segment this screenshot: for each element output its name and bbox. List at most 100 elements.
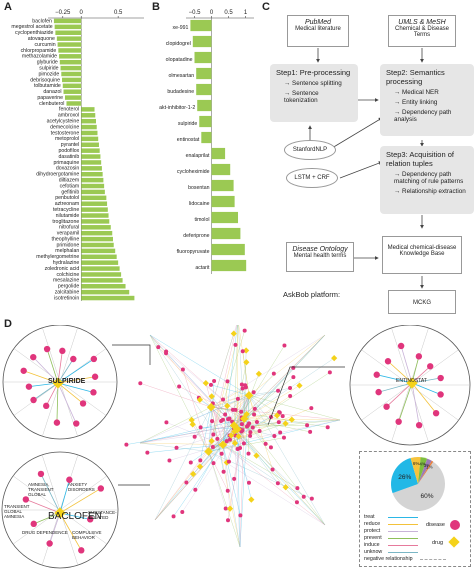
- legend-row: negative relationship: [364, 556, 474, 563]
- category-label: megestrol acetate: [11, 24, 52, 30]
- disease-node: [395, 418, 402, 425]
- disease-node: [46, 540, 53, 547]
- network-edge: [139, 442, 223, 445]
- disease-node: [208, 382, 213, 387]
- network-edge: [248, 390, 279, 396]
- x-tick-label: 0.5: [114, 10, 123, 16]
- pubmed-sub: Medical literature: [295, 26, 341, 32]
- bar: [66, 101, 82, 106]
- network-edge: [222, 444, 326, 526]
- disease-node: [211, 432, 216, 437]
- baclofen-disease-7: COMPULSIVE BEHAVIOR: [72, 530, 102, 540]
- disease-node: [233, 407, 238, 412]
- drug-node: [331, 355, 338, 362]
- bar: [63, 89, 82, 94]
- bar: [81, 171, 103, 177]
- network-edge: [192, 424, 209, 452]
- bar: [81, 278, 123, 283]
- bar: [81, 142, 99, 148]
- category-label: sulpiride: [178, 121, 197, 127]
- category-label: colchicine: [56, 272, 79, 278]
- disease-marker: [450, 520, 460, 530]
- askbob-label: AskBob platform:: [283, 290, 341, 299]
- network-edge: [208, 334, 326, 452]
- disease-node: [291, 365, 296, 370]
- category-label: diltiazem: [59, 177, 79, 183]
- network-edge: [176, 429, 238, 448]
- disease-node: [73, 420, 80, 427]
- baclofen-zoom: [1, 451, 119, 569]
- category-label: timolol: [195, 217, 210, 223]
- category-label: danazol: [43, 89, 61, 95]
- disease-node: [210, 445, 215, 450]
- bar: [60, 65, 82, 71]
- zoom-edge: [400, 345, 413, 384]
- x-tick-label: 0.5: [224, 10, 233, 16]
- bar: [81, 195, 107, 201]
- x-tick-label: −0.5: [189, 10, 202, 16]
- disease-node: [275, 481, 280, 486]
- disease-node: [177, 384, 182, 389]
- disease-node: [301, 494, 306, 499]
- legend-row: prevent: [364, 535, 474, 542]
- pie-slice-label: 6%: [413, 461, 420, 466]
- disease-node: [124, 442, 129, 447]
- category-label: doxazosin: [56, 166, 79, 172]
- bar: [54, 24, 82, 30]
- bar: [81, 242, 114, 248]
- disease-node: [53, 419, 61, 426]
- category-label: theophylline: [52, 236, 80, 242]
- drug-hub: [52, 377, 64, 389]
- disease-node: [272, 434, 277, 439]
- category-label: pergolide: [58, 284, 79, 290]
- sector-line: [361, 349, 411, 386]
- bar: [81, 183, 105, 189]
- category-label: cycloheximide: [177, 169, 210, 175]
- disease-node: [252, 412, 257, 417]
- disease-node: [66, 476, 73, 483]
- panel-letter-a: A: [4, 1, 12, 13]
- bar: [196, 83, 212, 96]
- disease-node: [248, 433, 253, 438]
- disease-node: [238, 445, 243, 450]
- network-edge: [208, 451, 241, 548]
- network-edges: [126, 325, 341, 548]
- zoom-edge: [57, 350, 63, 384]
- zoom-edge: [57, 376, 96, 384]
- zoom-edge: [411, 365, 431, 384]
- category-label: pimozide: [39, 71, 60, 77]
- zoom-edge: [57, 358, 95, 384]
- sector-line: [41, 509, 61, 566]
- bar: [211, 227, 241, 240]
- disease-node: [221, 469, 226, 474]
- ontology-title: Disease Ontology: [292, 246, 348, 253]
- x-tick-label: −0.25: [55, 10, 71, 16]
- zoom-edge: [40, 473, 61, 514]
- zoom-edge: [57, 358, 74, 384]
- category-label: penbutolol: [55, 195, 79, 201]
- legend-row-label: negative relationship: [364, 556, 413, 562]
- sector-line: [41, 454, 61, 511]
- category-label: acetylcysteine: [47, 119, 80, 125]
- bar: [81, 284, 126, 289]
- disease-node: [20, 367, 27, 374]
- sector-line: [42, 327, 61, 383]
- disease-node: [257, 429, 262, 434]
- zoom-edge: [378, 382, 413, 393]
- legend-row-label: unknow: [364, 549, 383, 555]
- bar: [81, 295, 135, 301]
- zoom-edge: [57, 382, 94, 393]
- category-label: demecolcine: [50, 124, 79, 130]
- category-label: troglitazone: [52, 219, 79, 225]
- pie-slice: [418, 457, 428, 484]
- drug-node: [196, 463, 204, 470]
- category-label: fenoterol: [59, 107, 79, 113]
- bar: [81, 130, 98, 136]
- zoom-edge: [411, 382, 420, 426]
- disease-node: [79, 400, 87, 407]
- bar: [62, 77, 82, 83]
- pie-slice: [410, 457, 421, 484]
- step3-item: Relationship extraction: [394, 188, 468, 195]
- step2-item: Dependency path analysis: [394, 109, 468, 123]
- step3-title: Step3: Acquisition of relation tuples: [386, 150, 454, 168]
